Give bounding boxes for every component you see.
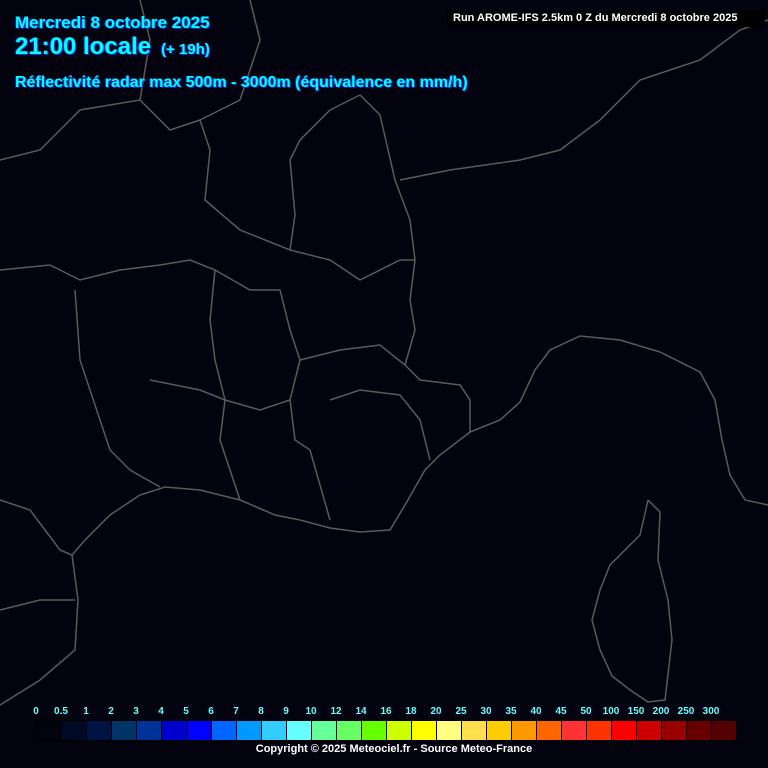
region-border (0, 499, 73, 556)
region-border (0, 99, 331, 252)
border-italy (329, 94, 471, 432)
legend-label: 3 (133, 706, 139, 717)
legend-swatch (162, 720, 187, 741)
legend-swatch (112, 720, 137, 741)
legend-label: 12 (330, 706, 342, 717)
legend-label: 20 (430, 706, 442, 717)
legend-label: 200 (652, 706, 670, 717)
legend-swatch (362, 720, 387, 741)
legend-swatch (262, 720, 287, 741)
legend-swatch (62, 720, 87, 741)
region-border (149, 379, 291, 411)
legend-swatch (337, 720, 362, 741)
lead-time: (+ 19h) (161, 41, 210, 58)
legend-swatch (237, 720, 262, 741)
legend-swatch (287, 720, 312, 741)
legend-label: 100 (602, 706, 620, 717)
legend-label: 300 (702, 706, 720, 717)
region-border (0, 259, 241, 501)
coastline (0, 335, 768, 706)
legend-swatch (712, 720, 737, 741)
legend-label: 5 (183, 706, 189, 717)
legend-swatch (637, 720, 662, 741)
legend-label: 40 (530, 706, 542, 717)
forecast-time: 21:00 locale (+ 19h) (15, 33, 210, 61)
legend-label: 30 (480, 706, 492, 717)
legend-label: 4 (158, 706, 164, 717)
legend-swatch (562, 720, 587, 741)
legend-label: 35 (505, 706, 517, 717)
color-legend (36, 720, 737, 741)
legend-label: 1 (83, 706, 89, 717)
legend-label: 9 (283, 706, 289, 717)
legend-swatch (87, 720, 112, 741)
legend-label: 2 (108, 706, 114, 717)
legend-swatch (537, 720, 562, 741)
region-border (329, 389, 431, 461)
model-run-info: Run AROME-IFS 2.5km 0 Z du Mercredi 8 oc… (447, 10, 765, 27)
legend-label: 10 (305, 706, 317, 717)
legend-label: 0 (33, 706, 39, 717)
legend-label: 8 (258, 706, 264, 717)
legend-swatch (387, 720, 412, 741)
legend-swatch (662, 720, 687, 741)
legend-swatch (437, 720, 462, 741)
legend-label: 150 (627, 706, 645, 717)
region-border (214, 269, 331, 521)
legend-label: 6 (208, 706, 214, 717)
region-border (289, 249, 415, 281)
legend-swatch (412, 720, 437, 741)
region-border (299, 344, 406, 366)
legend-swatch (37, 720, 62, 741)
region-border (74, 289, 161, 488)
legend-label: 7 (233, 706, 239, 717)
legend-swatch (487, 720, 512, 741)
border-north (399, 19, 768, 181)
legend-label: 250 (677, 706, 695, 717)
local-time: 21:00 locale (15, 33, 152, 60)
legend-swatch (687, 720, 712, 741)
region-border (0, 599, 75, 611)
legend-swatch (137, 720, 162, 741)
legend-label: 18 (405, 706, 417, 717)
legend-label: 50 (580, 706, 592, 717)
legend-swatch (212, 720, 237, 741)
legend-label: 0.5 (54, 706, 68, 717)
legend-swatch (187, 720, 212, 741)
forecast-date: Mercredi 8 octobre 2025 (15, 13, 210, 32)
legend-label: 16 (380, 706, 392, 717)
region-border (139, 0, 151, 101)
region-border (199, 0, 261, 121)
copyright: Copyright © 2025 Meteociel.fr - Source M… (255, 743, 533, 755)
parameter-title: Réflectivité radar max 500m - 3000m (équ… (15, 74, 468, 91)
legend-labels: 0 0.5 1 2 3 4 5 6 7 8 9 10 12 14 16 18 20 25 30 35 40 45 50 100… (0, 706, 768, 720)
legend-swatch (512, 720, 537, 741)
legend-label: 14 (355, 706, 367, 717)
legend-label: 45 (555, 706, 567, 717)
legend-swatch (312, 720, 337, 741)
legend-swatch (612, 720, 637, 741)
legend-label: 25 (455, 706, 467, 717)
corsica-coast (591, 499, 673, 703)
legend-swatch (587, 720, 612, 741)
legend-swatch (462, 720, 487, 741)
